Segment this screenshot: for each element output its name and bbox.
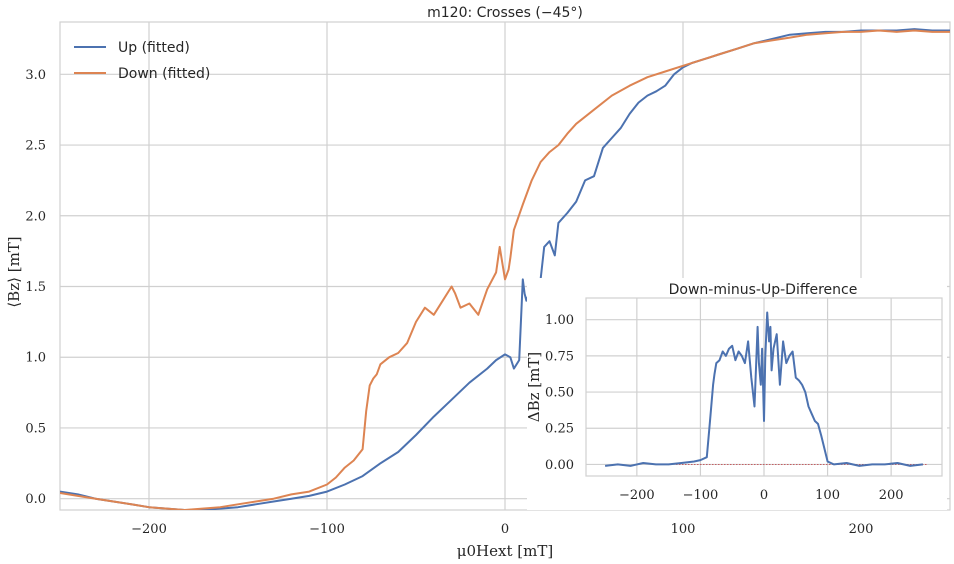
inset-tick-labels: −200 −100 0 100 200 0.00 0.25 0.50 0.75 1.00 [545,313,904,503]
main-chart-title: m120: Crosses (−45°) [427,5,583,21]
x-tick-label: 0 [501,522,509,537]
inset-chart: −200 −100 0 100 200 0.00 0.25 0.50 0.75 1.00 Down… [525,278,947,510]
x-tick-label: −200 [131,522,167,537]
legend-label-down: Down (fitted) [118,66,210,82]
x-tick-label: 200 [879,488,904,503]
main-y-axis-label: ⟨Bz⟩ [mT] [5,236,23,307]
y-tick-label: 0.75 [545,349,574,364]
y-tick-label: 0.5 [25,421,46,436]
y-tick-label: 1.00 [545,313,574,328]
y-tick-label: 1.5 [25,280,46,295]
y-tick-label: 2.5 [25,139,46,154]
x-tick-label: 200 [849,522,874,537]
x-tick-label: 100 [671,522,696,537]
x-tick-label: 0 [760,488,768,503]
y-tick-label: 0.0 [25,492,46,507]
x-tick-label: −100 [683,488,719,503]
series-line-difference [604,311,924,467]
inset-series-group [604,311,928,467]
x-tick-label: −200 [619,488,655,503]
y-tick-label: 0.25 [545,422,574,437]
x-tick-label: 100 [815,488,840,503]
series-line-down-fitted [60,29,950,510]
main-tick-labels: −200 −100 0 100 200 0.0 0.5 1.0 1.5 2.0 2.5 3.0 [25,68,873,537]
main-chart: −200 −100 0 100 200 0.0 0.5 1.0 1.5 2.0 2.5 3.0 m12… [5,5,951,560]
y-tick-label: 2.0 [25,209,46,224]
inset-y-axis-label: ΔBz [mT] [525,352,543,422]
y-tick-label: 1.0 [25,351,46,366]
inset-chart-title: Down-minus-Up-Difference [669,282,858,298]
legend: Up (fitted) Down (fitted) [74,40,210,82]
y-tick-label: 3.0 [25,68,46,83]
y-tick-label: 0.50 [545,386,574,401]
x-tick-label: −100 [309,522,345,537]
main-x-axis-label: μ0Hext [mT] [457,542,553,560]
y-tick-label: 0.00 [545,458,574,473]
legend-label-up: Up (fitted) [118,40,190,56]
